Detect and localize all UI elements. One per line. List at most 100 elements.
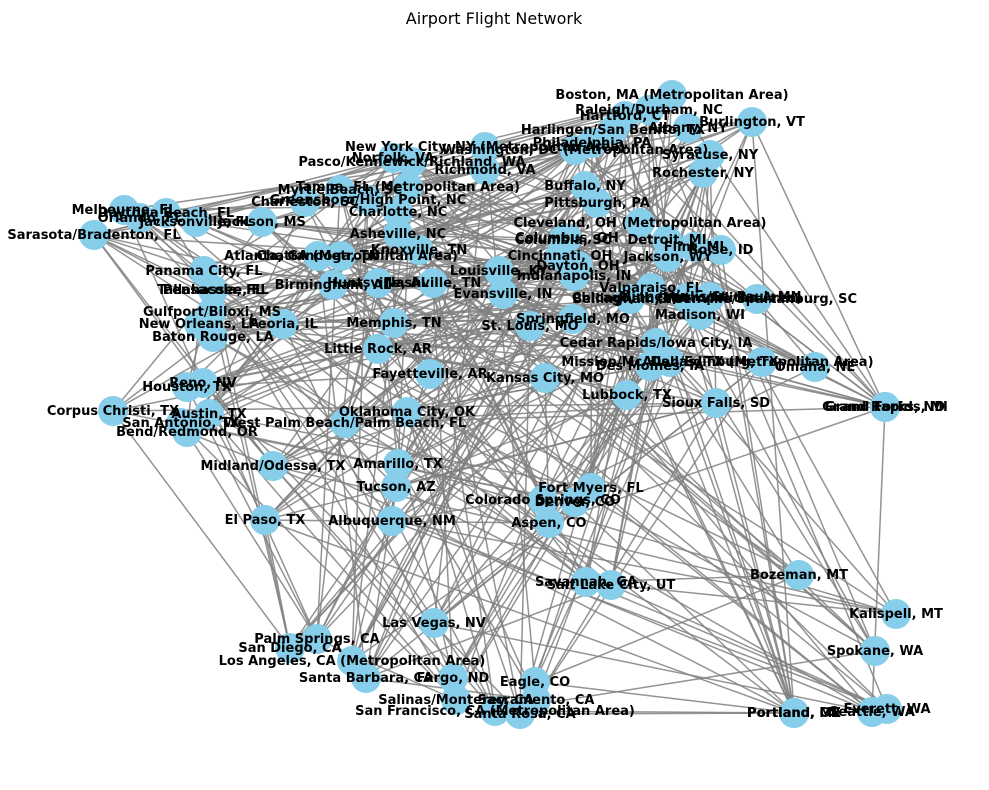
node-westpalm[interactable] [330,408,360,438]
node-coloradosprings[interactable] [528,485,558,515]
node-aspen[interactable] [534,508,564,538]
node-fayetteville[interactable] [415,359,445,389]
node-daytona[interactable] [151,198,181,228]
edge-everett-saltlake [610,584,888,710]
node-grandrapids[interactable] [870,392,900,422]
edge-sanfrancisco-nashville [432,282,496,712]
node-label-sanantonio: San Antonio, TX [122,416,239,431]
node-pasco[interactable] [397,147,427,177]
node-batonrouge[interactable] [198,322,228,352]
node-label-atlanta: Atlanta, GA (Metropolitan Area) [224,249,458,264]
node-lubbock[interactable] [612,380,642,410]
node-tucson[interactable] [381,472,411,502]
node-jacksonville[interactable] [181,207,211,237]
node-sandiego[interactable] [275,633,305,663]
node-jacksonwy[interactable] [653,242,683,272]
node-midland[interactable] [258,451,288,481]
edge-kansascity-sandiego [289,377,546,649]
edge-grandrapids-madison [699,314,886,408]
node-madison[interactable] [685,300,715,330]
node-santarosa[interactable] [505,699,535,729]
node-label-daytona: Daytona Beach, FL [98,206,234,221]
node-charlotte[interactable] [383,197,413,227]
node-lasvegas[interactable] [419,608,449,638]
node-omaha[interactable] [800,352,830,382]
node-label-kansascity: Kansas City, MO [486,371,604,386]
node-label-santarosa: Santa Rosa, CA [464,707,575,722]
node-newyork[interactable] [470,132,500,162]
node-nashville[interactable] [418,268,448,298]
node-bend[interactable] [172,417,202,447]
node-tallahassee[interactable] [198,275,228,305]
node-savannah[interactable] [571,567,601,597]
node-knoxville[interactable] [404,235,434,265]
node-burlington[interactable] [737,107,767,137]
node-rochester[interactable] [688,158,718,188]
node-desmoines[interactable] [635,351,665,381]
node-houston[interactable] [172,372,202,402]
node-cleveland[interactable] [625,208,655,238]
node-littlerock[interactable] [363,334,393,364]
node-salinas[interactable] [441,685,471,715]
node-stlouis[interactable] [515,311,545,341]
node-dallas[interactable] [747,347,777,377]
node-memphis[interactable] [379,308,409,338]
node-evansville[interactable] [488,279,518,309]
node-springfield[interactable] [558,304,588,334]
node-bellingham[interactable] [615,284,645,314]
node-kalispell[interactable] [881,599,911,629]
node-raleigh[interactable] [634,95,664,125]
node-portlandor[interactable] [779,698,809,728]
node-bozeman[interactable] [784,560,814,590]
node-charleston[interactable] [290,187,320,217]
node-albuquerque[interactable] [377,506,407,536]
node-greensboro[interactable] [353,185,383,215]
node-seattle[interactable] [857,697,887,727]
edge-fargo-myrtle [339,189,454,679]
node-pittsburgh[interactable] [582,188,612,218]
node-richmond[interactable] [470,155,500,185]
edge-gulfport-dayton [211,265,579,313]
node-oklahomacity[interactable] [392,397,422,427]
edge-amarillo-saltlake [397,463,612,586]
node-louisville[interactable] [484,256,514,286]
node-peoria[interactable] [268,309,298,339]
node-austin[interactable] [194,399,224,429]
edge-albuquerque-springfield [391,318,574,522]
node-asheville[interactable] [383,219,413,249]
node-sanfrancisco[interactable] [480,696,510,726]
node-corpuschristi[interactable] [98,396,128,426]
edge-salinas-sanantonio [180,422,457,701]
node-boise[interactable] [706,235,736,265]
edge-kalispell-amarillo [397,463,897,615]
node-sarasota[interactable] [79,220,109,250]
node-orlando[interactable] [125,203,155,233]
node-greenville[interactable] [742,284,772,314]
node-myrtle[interactable] [325,175,355,205]
node-label-harlingen: Harlingen/San Benito, TX [521,123,705,138]
node-spokane[interactable] [860,636,890,666]
node-santabarbara[interactable] [351,663,381,693]
node-albany[interactable] [673,113,703,143]
node-chattanooga[interactable] [303,241,333,271]
edge-tucson-melbourne [123,209,397,488]
node-denver[interactable] [560,487,590,517]
node-jacksonms[interactable] [247,207,277,237]
node-birmingham[interactable] [318,270,348,300]
node-elpaso[interactable] [250,505,280,535]
node-indianapolis[interactable] [559,261,589,291]
node-huntsville[interactable] [363,268,393,298]
node-amarillo[interactable] [383,449,413,479]
node-kansascity[interactable] [530,363,560,393]
node-washington[interactable] [560,135,590,165]
node-saltlake[interactable] [596,570,626,600]
node-fargo[interactable] [438,663,468,693]
node-tampa[interactable] [393,172,423,202]
node-palmsprings[interactable] [302,624,332,654]
node-atlanta[interactable] [326,241,356,271]
node-flint[interactable] [679,232,709,262]
node-siouxfalls[interactable] [701,388,731,418]
node-label-neworleans: New Orleans, LA [139,317,260,332]
node-boston[interactable] [657,80,687,110]
edge-hartford-grandforks [624,115,886,408]
